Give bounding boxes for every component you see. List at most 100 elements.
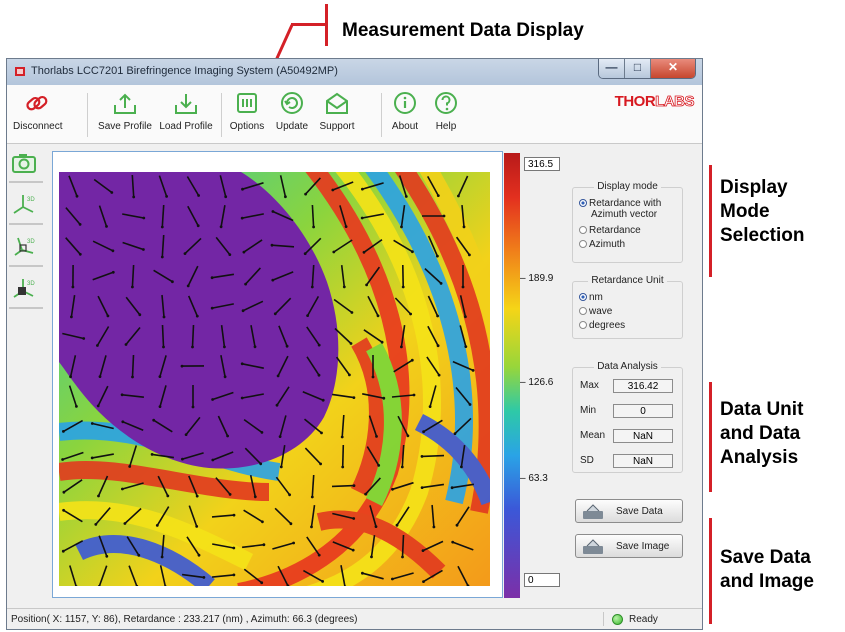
annotation-measurement-data-display: Measurement Data Display: [342, 20, 584, 41]
azimuth-vector: [220, 205, 226, 227]
azimuth-vector: [242, 393, 264, 399]
azimuth-vector-head: [128, 465, 132, 468]
azimuth-vector-head: [422, 430, 425, 434]
azimuth-vector-head: [162, 315, 166, 319]
azimuth-vector: [278, 325, 288, 347]
update-button[interactable]: Update: [272, 91, 312, 132]
save-image-button[interactable]: Save Image: [575, 534, 683, 558]
measurement-display-frame[interactable]: [52, 151, 503, 598]
azimuth-vector-head: [332, 250, 336, 254]
azimuth-vector: [421, 454, 445, 458]
radio-icon: [579, 307, 587, 315]
azimuth-vector: [333, 298, 353, 314]
azimuth-vector-head: [453, 432, 457, 435]
azimuth-vector-head: [261, 520, 264, 524]
azimuth-vector-head: [135, 584, 139, 586]
azimuth-vector-head: [319, 462, 322, 466]
save-image-icon: [583, 539, 603, 554]
azimuth-vector: [332, 512, 354, 520]
azimuth-vector: [457, 565, 469, 586]
azimuth-vector-head: [279, 465, 283, 469]
load-profile-button[interactable]: Load Profile: [157, 91, 215, 132]
azimuth-vector: [341, 414, 345, 438]
radio-nm[interactable]: nm: [579, 292, 603, 303]
azimuth-vector: [161, 324, 165, 348]
svg-text:3D: 3D: [27, 197, 35, 203]
svg-text:3D: 3D: [27, 281, 35, 287]
azimuth-vector: [280, 444, 286, 468]
azimuth-vector-head: [410, 358, 414, 362]
radio-retardance-azimuth[interactable]: Retardance with: [579, 198, 661, 209]
retardance-unit-title-text: Retardance Unit: [588, 275, 667, 286]
azimuth-vector: [98, 205, 108, 227]
camera-view-button[interactable]: [9, 149, 43, 183]
azimuth-vector-head: [180, 364, 184, 368]
colorbar-min-input[interactable]: 0: [524, 573, 560, 587]
azimuth-vector: [431, 504, 435, 528]
azimuth-vector-head: [137, 553, 141, 557]
azimuth-vector-head: [436, 254, 439, 258]
azimuth-vector: [392, 572, 414, 580]
azimuth-vector: [277, 565, 289, 586]
azimuth-vector-head: [152, 418, 156, 422]
azimuth-vector-head: [276, 374, 280, 378]
azimuth-vector: [182, 452, 204, 460]
chain-link-icon: [26, 95, 48, 111]
azimuth-vector-head: [412, 393, 416, 397]
azimuth-vector-head: [411, 250, 414, 254]
azimuth-vector: [400, 324, 406, 348]
azimuth-vector: [242, 213, 264, 219]
azimuth-vector-head: [94, 523, 98, 526]
azimuth-vector-head: [142, 216, 146, 220]
azimuth-vector-head: [202, 576, 206, 579]
azimuth-vector: [394, 297, 412, 315]
maximize-button[interactable]: □: [625, 59, 651, 78]
azimuth-vector-head: [451, 540, 455, 544]
colorbar-max-input[interactable]: 316.5: [524, 157, 560, 171]
radio-degrees[interactable]: degrees: [579, 320, 625, 331]
retardance-image[interactable]: [59, 172, 490, 586]
radio-azimuth[interactable]: Azimuth: [579, 239, 625, 250]
save-profile-button[interactable]: Save Profile: [95, 91, 155, 132]
azimuth-vector: [97, 475, 109, 497]
save-data-button[interactable]: Save Data: [575, 499, 683, 523]
about-button[interactable]: About: [387, 91, 423, 132]
azimuth-vector-head: [370, 555, 373, 559]
disconnect-button[interactable]: Disconnect: [13, 91, 62, 132]
azimuth-vector: [93, 178, 113, 194]
azimuth-vector-head: [195, 525, 199, 528]
azimuth-vector-head: [460, 465, 463, 469]
data-analysis-group: Data Analysis Max 316.42 Min 0 Mean NaN …: [572, 361, 683, 473]
azimuth-vector: [63, 509, 83, 523]
display-mode-title: Display mode: [573, 181, 682, 192]
radio-wave[interactable]: wave: [579, 306, 612, 317]
azimuth-vector-head: [421, 549, 425, 552]
azimuth-vector: [122, 394, 144, 398]
azimuth-vector-head: [437, 373, 441, 377]
help-button[interactable]: Help: [429, 91, 463, 132]
azimuth-vector-head: [82, 337, 86, 340]
3d-tilt-view-button[interactable]: 3D: [9, 233, 43, 267]
support-button[interactable]: Support: [315, 91, 359, 132]
sd-label: SD: [580, 455, 594, 466]
azimuth-vector-head: [420, 455, 424, 458]
azimuth-vector: [220, 324, 226, 348]
annotation-leader-top: [291, 23, 326, 26]
azimuth-vector: [62, 332, 84, 340]
azimuth-vector: [124, 507, 142, 525]
azimuth-vector-head: [96, 344, 99, 347]
options-button[interactable]: Options: [227, 91, 267, 132]
annotation-line: and Image: [720, 571, 814, 592]
annotation-bracket-data-analysis: [709, 382, 712, 492]
save-profile-label: Save Profile: [98, 121, 152, 132]
minimize-button[interactable]: —: [599, 59, 625, 78]
azimuth-vector-head: [462, 225, 466, 229]
close-button[interactable]: ✕: [651, 59, 695, 78]
radio-retardance[interactable]: Retardance: [579, 225, 641, 236]
azimuth-vector: [242, 543, 264, 549]
radio-label: wave: [589, 306, 613, 317]
3d-cube-view-button[interactable]: 3D: [9, 275, 43, 309]
3d-view-button[interactable]: 3D: [9, 191, 43, 225]
azimuth-vector: [455, 236, 471, 256]
azimuth-vector: [95, 507, 111, 525]
